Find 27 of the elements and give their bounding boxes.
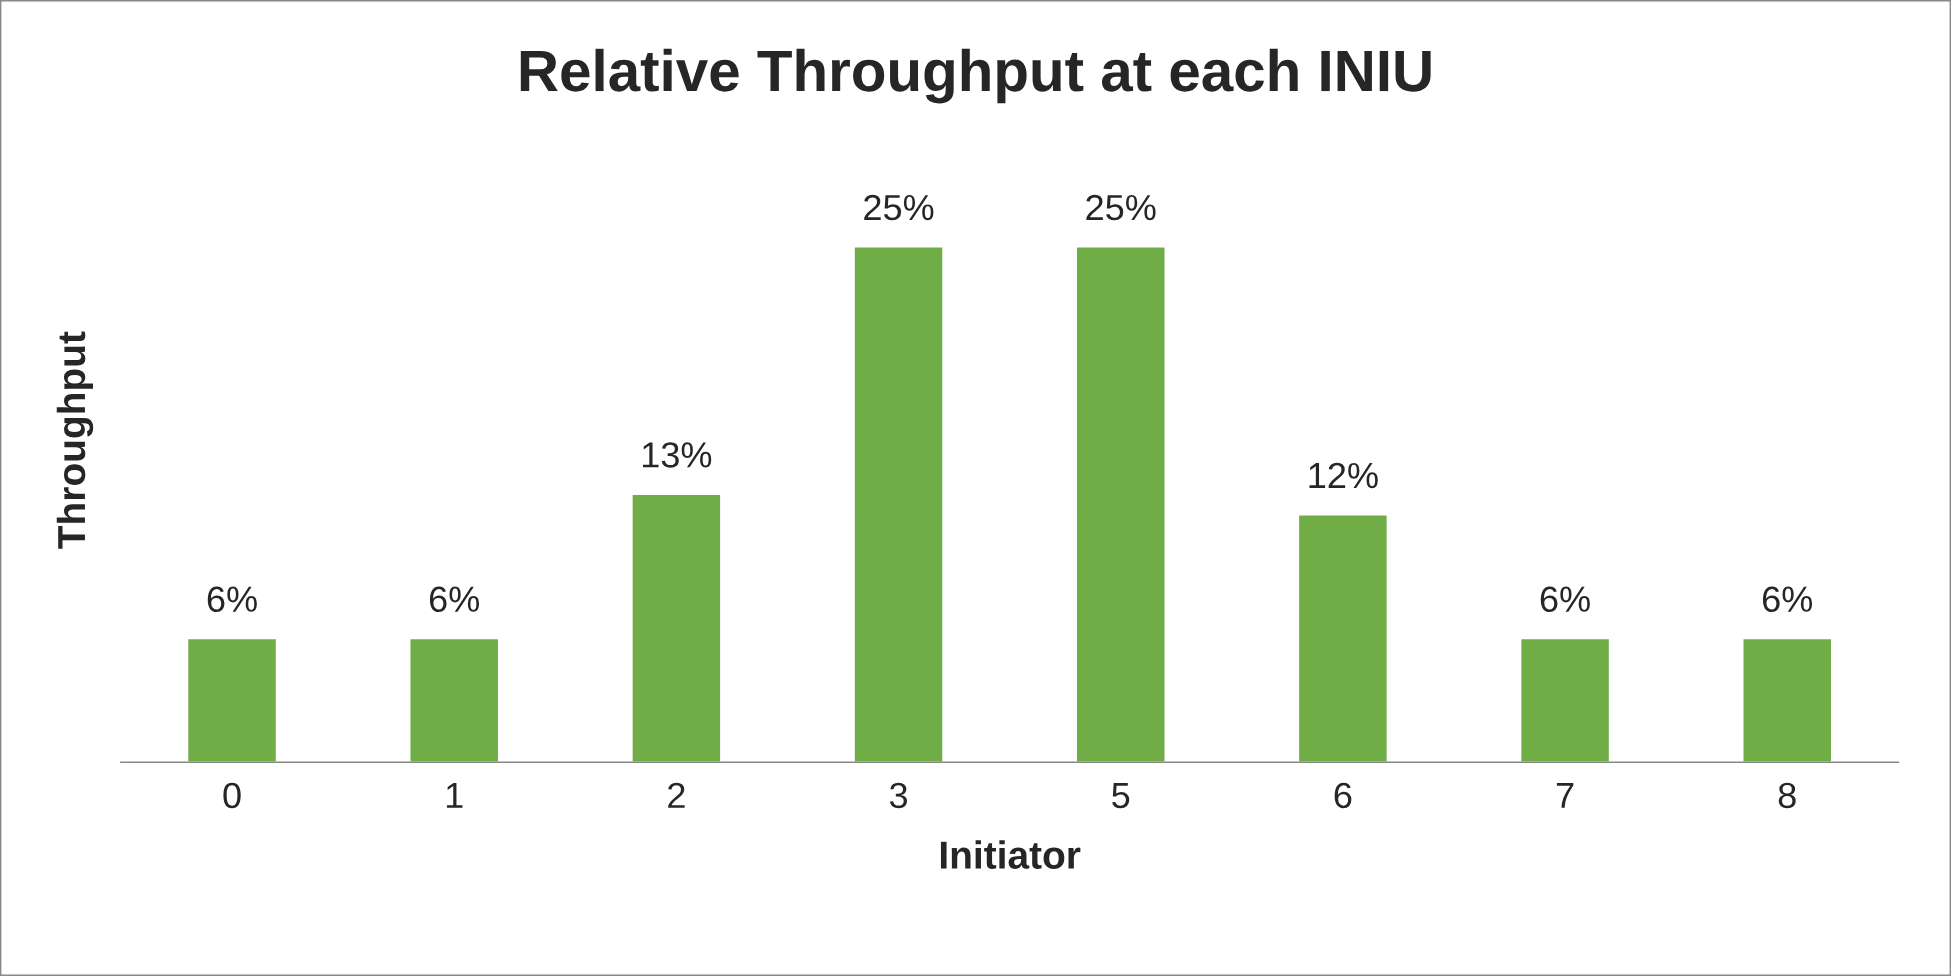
bar (631, 493, 722, 763)
data-label: 6% (1540, 586, 1590, 612)
data-label: 25% (1086, 194, 1156, 221)
bar (1742, 637, 1833, 763)
bar (1297, 514, 1389, 763)
data-label: 13% (643, 442, 712, 468)
bar (186, 637, 278, 763)
x-tick-label: 1 (446, 783, 463, 808)
x-tick-label: 3 (889, 782, 908, 809)
data-label: 6% (429, 586, 480, 612)
data-label: 6% (1762, 586, 1813, 612)
bar (1519, 637, 1611, 763)
data-label: 25% (864, 194, 934, 221)
x-tick-label: 5 (1112, 783, 1130, 809)
bar (1075, 246, 1166, 763)
x-axis-title: Initiator (940, 840, 1081, 869)
data-label: 12% (1309, 462, 1378, 489)
bar (409, 637, 500, 763)
bar (853, 246, 944, 763)
x-tick-label: 7 (1556, 783, 1574, 808)
x-tick-label: 6 (1334, 782, 1352, 809)
data-label: 6% (207, 586, 257, 612)
x-tick-label: 0 (223, 782, 241, 809)
y-axis-title: Throughput (56, 331, 94, 549)
x-tick-label: 8 (1778, 782, 1796, 809)
x-tick-label: 2 (668, 782, 685, 808)
chart-title: Relative Throughput at each INIU (520, 48, 1431, 104)
